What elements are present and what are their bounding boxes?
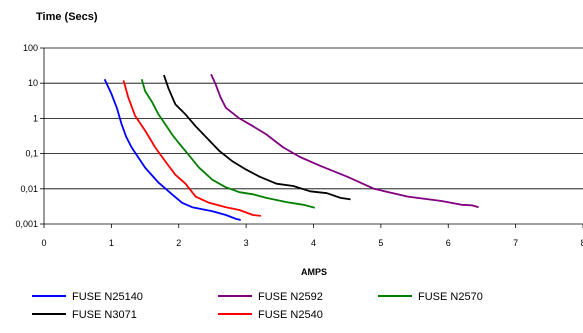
legend-label: FUSE N25140 — [72, 291, 143, 303]
y-tick-label: 0,1 — [25, 149, 38, 159]
y-axis-title: Time (Secs) — [36, 11, 98, 23]
legend-label: FUSE N2570 — [418, 291, 483, 303]
grid-layer — [44, 47, 583, 225]
y-tick-label: 1 — [33, 113, 38, 123]
axes-layer: 0,001 0,01 0,1 1 10 100 0 1 2 3 4 5 6 7 8 — [15, 43, 583, 248]
x-axis-title: AMPS — [301, 267, 327, 277]
series-line — [122, 80, 262, 217]
x-tick-label: 7 — [513, 238, 518, 248]
series-line — [103, 78, 241, 221]
series-line — [140, 78, 316, 209]
legend-label: FUSE N3071 — [72, 309, 137, 321]
x-tick-label: 6 — [446, 238, 451, 248]
y-tick-label: 10 — [28, 78, 38, 88]
y-tick-label: 100 — [23, 43, 38, 53]
x-tick-label: 8 — [580, 238, 583, 248]
y-tick-label: 0,001 — [15, 219, 38, 229]
series-line — [210, 73, 479, 209]
legend: FUSE N25140 FUSE N2592 FUSE N2570 FUSE N307… — [32, 291, 483, 321]
x-tick-label: 5 — [378, 238, 383, 248]
y-tick-label: 0,01 — [20, 184, 38, 194]
x-tick-label: 0 — [41, 238, 46, 248]
x-tick-label: 2 — [176, 238, 181, 248]
legend-label: FUSE N2592 — [258, 291, 323, 303]
x-tick-label: 4 — [311, 238, 316, 248]
legend-label: FUSE N2540 — [258, 309, 323, 321]
x-tick-label: 3 — [244, 238, 249, 248]
series-line — [163, 74, 351, 201]
series-layer — [103, 73, 479, 221]
x-tick-label: 1 — [109, 238, 114, 248]
